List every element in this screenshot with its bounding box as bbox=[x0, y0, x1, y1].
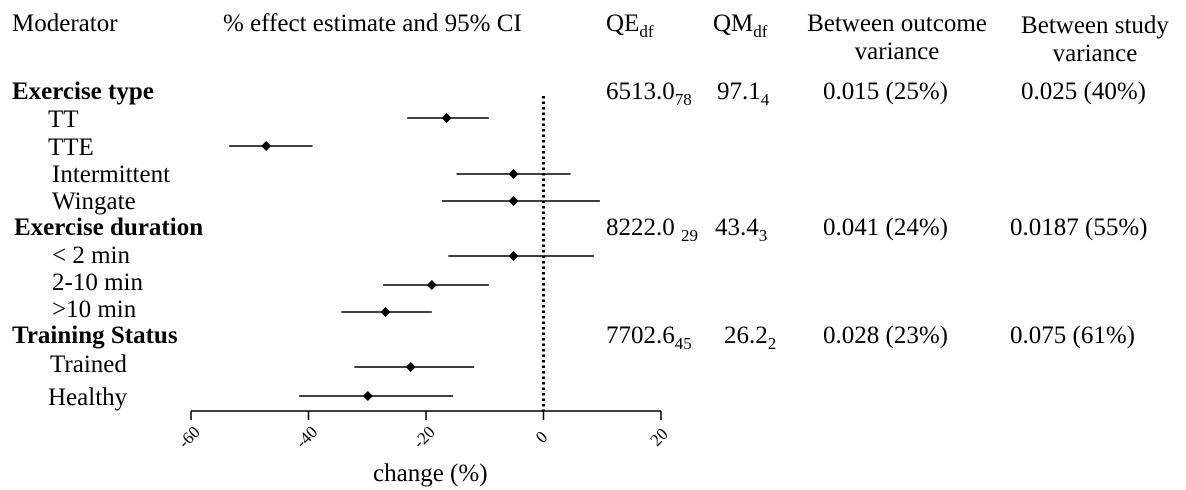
group-qe: 7702.645 bbox=[606, 322, 692, 353]
estimate-point bbox=[508, 169, 519, 179]
header-between-study: Between study variance bbox=[1021, 12, 1169, 67]
estimate-point bbox=[426, 280, 437, 290]
group-qm: 43.43 bbox=[715, 214, 768, 245]
row-label: Trained bbox=[50, 351, 127, 378]
group-between-study: 0.025 (40%) bbox=[1021, 78, 1146, 105]
estimate-point bbox=[405, 362, 416, 372]
group-qm: 97.14 bbox=[717, 78, 770, 109]
row-label: Intermittent bbox=[52, 161, 171, 188]
group-qm: 26.22 bbox=[724, 322, 777, 353]
group-title-exercise-duration: Exercise duration bbox=[14, 214, 204, 241]
group-title-exercise-type: Exercise type bbox=[12, 78, 154, 105]
x-tick-label: 0 bbox=[532, 427, 551, 446]
row-label: Healthy bbox=[48, 384, 128, 411]
row-label: Wingate bbox=[52, 188, 136, 215]
group-between-outcome: 0.015 (25%) bbox=[823, 78, 948, 105]
x-tick-label: 20 bbox=[646, 424, 671, 449]
header-qe: QEdf bbox=[606, 10, 654, 41]
group-between-outcome: 0.028 (23%) bbox=[823, 322, 948, 349]
estimate-point bbox=[380, 307, 391, 317]
header-qm: QMdf bbox=[713, 10, 768, 41]
header-moderator: Moderator bbox=[12, 10, 118, 37]
header-effect-estimate: % effect estimate and 95% CI bbox=[223, 10, 522, 37]
estimate-point bbox=[508, 196, 519, 206]
group-between-outcome: 0.041 (24%) bbox=[823, 214, 948, 241]
x-axis-title: change (%) bbox=[373, 460, 488, 487]
estimate-point bbox=[508, 251, 519, 261]
row-label: TT bbox=[48, 106, 79, 133]
estimate-point bbox=[261, 141, 272, 151]
row-label: >10 min bbox=[52, 296, 137, 323]
row-label: 2-10 min bbox=[52, 269, 143, 296]
header-between-outcome: Between outcome variance bbox=[807, 10, 987, 65]
x-tick-label: -60 bbox=[174, 422, 203, 451]
group-qe: 8222.0 29 bbox=[606, 214, 698, 245]
group-qe: 6513.078 bbox=[606, 78, 692, 109]
group-between-study: 0.075 (61%) bbox=[1010, 322, 1135, 349]
x-tick-label: -40 bbox=[292, 422, 321, 451]
row-label: < 2 min bbox=[52, 242, 130, 269]
group-title-training-status: Training Status bbox=[12, 322, 178, 349]
estimate-point bbox=[362, 391, 373, 401]
row-label: TTE bbox=[48, 134, 94, 161]
group-between-study: 0.0187 (55%) bbox=[1010, 214, 1148, 241]
estimate-point bbox=[441, 113, 452, 123]
x-tick-label: -20 bbox=[409, 422, 438, 451]
